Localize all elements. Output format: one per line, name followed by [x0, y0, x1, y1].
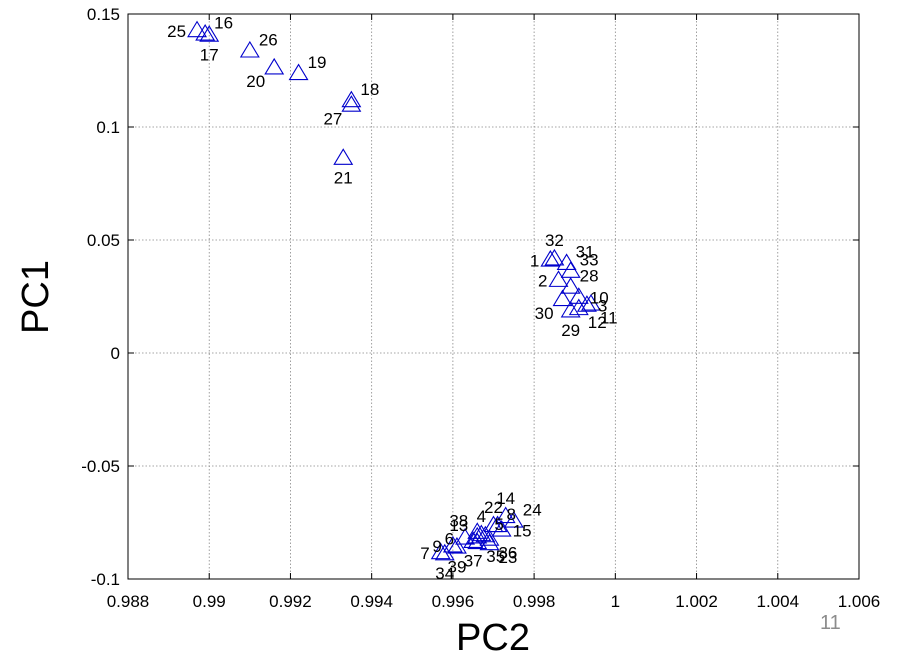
data-point-label: 19: [308, 53, 327, 72]
x-tick-label: 0.998: [513, 592, 556, 611]
data-point-label: 25: [167, 22, 186, 41]
data-point-label: 32: [545, 231, 564, 250]
data-point-label: 11: [600, 308, 618, 327]
x-tick-label: 0.988: [107, 592, 150, 611]
data-point-label: 37: [464, 552, 483, 571]
x-axis-title: PC2: [456, 617, 530, 657]
data-point-label: 7: [420, 544, 429, 563]
x-tick-label: 0.994: [350, 592, 393, 611]
data-point-label: 29: [561, 321, 580, 340]
data-point-label: 24: [523, 500, 542, 519]
x-tick-label: 1.004: [757, 592, 800, 611]
data-point-label: 22: [484, 498, 503, 517]
data-point-label: 34: [435, 564, 454, 583]
y-tick-label: 0.15: [87, 5, 120, 24]
data-point-label: 1: [530, 251, 539, 270]
y-tick-label: 0.1: [96, 118, 120, 137]
data-point-label: 5: [494, 515, 503, 534]
data-point-label: 2: [538, 272, 547, 291]
x-tick-label: 0.992: [269, 592, 312, 611]
data-point-label: 26: [259, 30, 278, 49]
data-point-label: 27: [323, 110, 342, 129]
y-axis-title: PC1: [15, 260, 57, 334]
data-point-label: 18: [360, 80, 379, 99]
y-tick-label: 0.05: [87, 231, 120, 250]
x-tick-label: 0.99: [193, 592, 226, 611]
x-tick-label: 1.002: [675, 592, 718, 611]
x-tick-label: 0.996: [432, 592, 475, 611]
y-tick-label: -0.1: [91, 570, 120, 589]
data-point-label: 4: [477, 507, 486, 526]
data-point-label: 13: [449, 516, 468, 535]
data-point-label: 30: [535, 304, 554, 323]
data-point-label: 17: [200, 45, 219, 64]
x-tick-label: 1.006: [838, 592, 881, 611]
y-tick-label: 0: [111, 344, 120, 363]
data-point-label: 21: [334, 169, 353, 188]
slide-number: 11: [820, 612, 841, 635]
data-point-label: 16: [214, 13, 233, 32]
data-point-label: 20: [246, 72, 265, 91]
plot-area: [128, 14, 859, 579]
data-point-label: 15: [513, 521, 532, 540]
y-tick-label: -0.05: [81, 457, 120, 476]
x-tick-label: 1: [611, 592, 620, 611]
data-point-label: 9: [432, 537, 441, 556]
data-point-label: 23: [498, 548, 517, 567]
data-point-label: 28: [580, 266, 599, 285]
